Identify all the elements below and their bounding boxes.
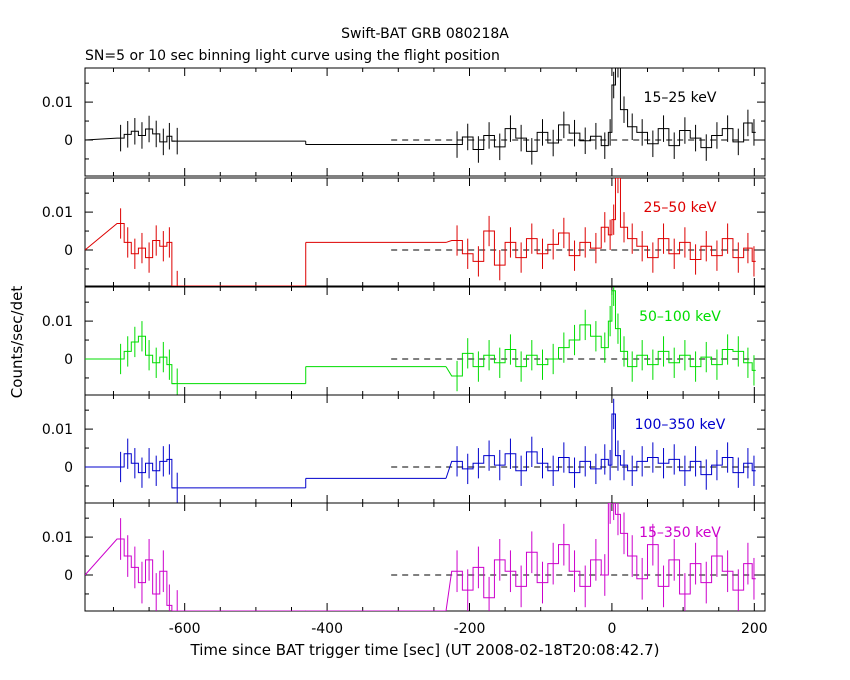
panel-3: 0 0.01 50–100 keV (42, 286, 766, 396)
x-axis-label: Time since BAT trigger time [sec] (UT 20… (190, 641, 660, 659)
panel-frame (84, 177, 766, 287)
series-5 (85, 503, 756, 611)
y-tick-label: 0.01 (42, 205, 73, 221)
band-label: 25–50 keV (644, 200, 717, 216)
y-tick-label: 0.01 (42, 530, 73, 546)
x-tick-label: -200 (454, 621, 486, 637)
x-tick-label: 0 (607, 621, 616, 637)
band-label: 15–350 keV (639, 525, 721, 541)
panel-1: 0 0.01 15–25 keV (42, 67, 766, 177)
y-tick-label: 0 (64, 460, 73, 476)
light-curve-pre (85, 335, 176, 385)
light-curve-post (445, 503, 756, 611)
light-curve-pre (85, 222, 176, 286)
panel-frame (84, 502, 766, 612)
x-tick-label: 200 (741, 621, 768, 637)
band-label: 50–100 keV (639, 309, 721, 325)
light-curve-post (446, 68, 756, 152)
y-tick-label: 0.01 (42, 314, 73, 330)
series-4 (85, 398, 756, 503)
panel-5: 0 0.01 15–350 keV (42, 502, 766, 612)
y-tick-label: 0.01 (42, 422, 73, 438)
band-label: 15–25 keV (644, 90, 717, 106)
panels: 0 0.01 15–25 keV 0 0.01 25–50 keV 0 0.01 50–100 … (42, 67, 768, 637)
light-curve-post (445, 178, 756, 266)
series-2 (85, 178, 756, 286)
light-curve-pre (85, 538, 176, 611)
x-tick-label: -600 (169, 621, 201, 637)
band-label: 100–350 keV (635, 417, 726, 433)
x-tick-label: -400 (311, 621, 343, 637)
series-3 (85, 287, 756, 395)
light-curve-post (445, 413, 756, 479)
chart-subtitle: SN=5 or 10 sec binning light curve using… (85, 48, 500, 64)
panel-4: 0 0.01 100–350 keV (42, 394, 766, 504)
y-tick-label: 0.01 (42, 95, 73, 111)
y-tick-label: 0 (64, 243, 73, 259)
panel-2: 0 0.01 25–50 keV (42, 177, 766, 287)
chart-title: Swift-BAT GRB 080218A (341, 26, 509, 42)
y-axis-label: Counts/sec/det (8, 286, 26, 399)
y-tick-label: 0 (64, 568, 73, 584)
light-curve-post (445, 290, 756, 377)
panel-frame (84, 394, 766, 504)
panel-frame (84, 286, 766, 396)
light-curve-pre (85, 453, 176, 489)
y-tick-label: 0 (64, 133, 73, 149)
y-tick-label: 0 (64, 352, 73, 368)
series-1 (85, 68, 756, 165)
light-curve-pre (85, 128, 176, 143)
panel-frame (84, 67, 766, 177)
